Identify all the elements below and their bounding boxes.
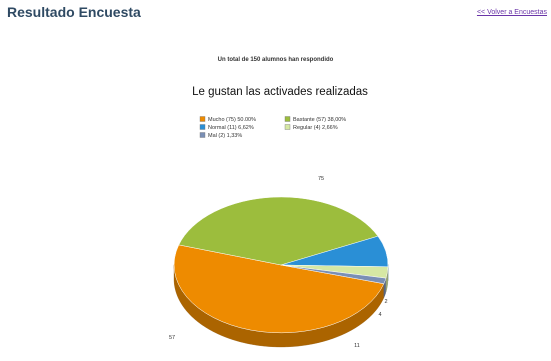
pie-slice xyxy=(280,264,387,285)
pie-data-label: 75 xyxy=(318,176,324,182)
pie-data-label: 57 xyxy=(169,335,175,341)
legend-swatch xyxy=(199,124,206,130)
legend-swatch xyxy=(199,116,206,122)
response-summary: Un total de 150 alumnos han respondido xyxy=(217,57,334,63)
pie-top xyxy=(173,196,389,334)
pie-data-label: 11 xyxy=(354,343,360,349)
pie-labels: 75 57 11 4 2 xyxy=(169,176,388,349)
legend-label: Mucho (75) 50.00% xyxy=(208,117,256,123)
legend-swatch xyxy=(199,132,206,138)
chart-legend: Mucho (75) 50.00% Bastante (57) 38,00% Nor… xyxy=(199,116,346,139)
pie-slice xyxy=(178,196,379,266)
pie-data-label: 4 xyxy=(378,312,381,318)
legend-label: Bastante (57) 38,00% xyxy=(293,117,346,123)
legend-label: Mal (2) 1,33% xyxy=(208,133,242,139)
chart-title: Le gustan las activades realizadas xyxy=(192,86,368,98)
legend-swatch xyxy=(284,116,291,122)
pie-slice xyxy=(173,244,385,334)
pie-data-label: 2 xyxy=(384,299,387,305)
legend-label: Normal (11) 6,62% xyxy=(208,125,254,131)
page-title: Resultado Encuesta xyxy=(7,4,141,20)
back-to-surveys-link[interactable]: << Volver a Encuestas xyxy=(476,9,547,16)
legend-swatch xyxy=(284,124,291,130)
legend-label: Regular (4) 2,66% xyxy=(293,125,338,131)
